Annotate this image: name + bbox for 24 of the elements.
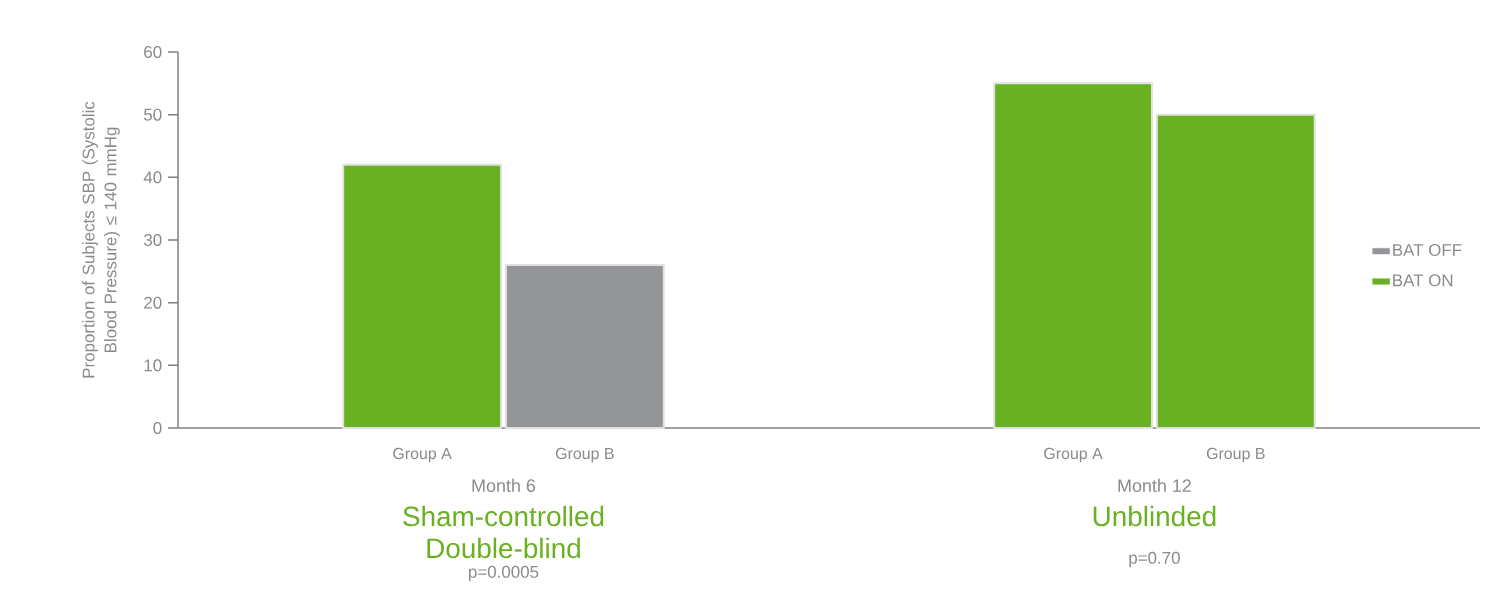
- text: p=0.0005: [469, 565, 539, 582]
- legend-label: BAT OFF: [1393, 243, 1462, 256]
- y-tick-label: 50: [143, 108, 162, 121]
- y-tick-label: 40: [143, 171, 162, 184]
- text: Month 6: [472, 478, 536, 493]
- text: Unblinded: [1093, 505, 1216, 527]
- y-axis-title: Proportion of Subjects SBP (Systolic Blood Pressure) ≤ 140 mmHg: [82, 101, 120, 378]
- y-tick-label: 20: [144, 296, 162, 309]
- bar: [1155, 113, 1316, 429]
- y-tick-label: 10: [144, 359, 162, 372]
- y-tick-label: 0: [153, 422, 162, 434]
- bar: [342, 163, 503, 429]
- x-tick-label: Group A: [1044, 447, 1103, 463]
- text: Sham-controlled Double-blind: [403, 505, 604, 559]
- x-tick-label: Group B: [555, 447, 614, 463]
- legend-label: BAT ON: [1393, 274, 1453, 287]
- bar: [993, 82, 1153, 429]
- y-tick-label: 60: [144, 46, 162, 58]
- text: p=0.70: [1129, 551, 1180, 568]
- text: Month 12: [1118, 478, 1191, 493]
- x-tick-label: Group A: [393, 447, 452, 463]
- y-tick-label: 30: [143, 234, 162, 246]
- x-tick-label: Group B: [1206, 447, 1265, 463]
- bar: [504, 264, 665, 429]
